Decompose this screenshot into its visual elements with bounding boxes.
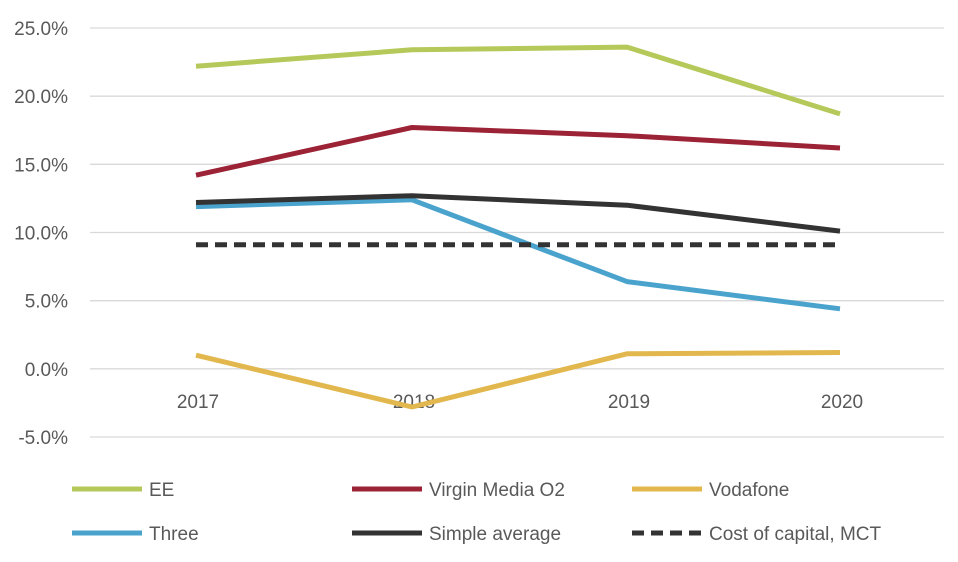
legend-label: Simple average bbox=[429, 524, 561, 545]
y-tick-label: -5.0% bbox=[18, 428, 68, 449]
x-tick-label: 2019 bbox=[608, 392, 650, 413]
y-tick-label: 25.0% bbox=[14, 19, 68, 40]
legend: EE Virgin Media O2 Vodafone Three Simple ave… bbox=[72, 480, 881, 545]
legend-label: Cost of capital, MCT bbox=[709, 524, 881, 545]
y-tick-label: 5.0% bbox=[25, 292, 68, 313]
legend-entry-three: Three bbox=[72, 524, 199, 545]
legend-label: Three bbox=[149, 524, 199, 545]
series-line-simple-average bbox=[195, 193, 841, 234]
y-tick-label: 10.0% bbox=[14, 224, 68, 245]
legend-label: Virgin Media O2 bbox=[429, 480, 565, 501]
y-tick-label: 0.0% bbox=[25, 360, 68, 381]
x-tick-label: 2017 bbox=[177, 392, 219, 413]
gridlines bbox=[90, 27, 944, 438]
x-tick-label: 2018 bbox=[393, 392, 435, 413]
x-axis-tick-labels: 2017 2018 2019 2020 bbox=[177, 392, 863, 413]
legend-label: Vodafone bbox=[709, 480, 789, 501]
legend-entry-simple-average: Simple average bbox=[352, 524, 561, 545]
y-axis-tick-labels: 25.0% 20.0% 15.0% 10.0% 5.0% 0.0% -5.0% bbox=[14, 19, 68, 449]
legend-entry-cost-of-capital-mct: Cost of capital, MCT bbox=[632, 524, 881, 545]
legend-entry-vodafone: Vodafone bbox=[632, 480, 789, 501]
series-line-three bbox=[195, 197, 841, 312]
legend-entry-ee: EE bbox=[72, 480, 174, 501]
series-line-ee bbox=[195, 44, 841, 117]
legend-entry-virgin-media-o2: Virgin Media O2 bbox=[352, 480, 565, 501]
y-tick-label: 15.0% bbox=[14, 155, 68, 176]
y-tick-label: 20.0% bbox=[14, 87, 68, 108]
series-line-vodafone bbox=[195, 350, 841, 410]
x-tick-label: 2020 bbox=[821, 392, 863, 413]
series-line-virgin-media-o2 bbox=[195, 125, 841, 178]
series-lines bbox=[195, 44, 841, 410]
legend-label: EE bbox=[149, 480, 174, 501]
